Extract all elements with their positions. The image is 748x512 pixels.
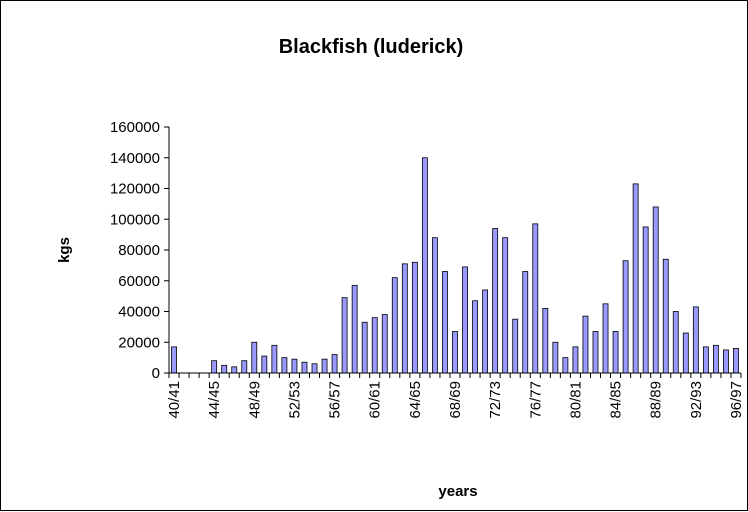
y-tick-label: 100000 — [110, 211, 160, 228]
bar-74-75 — [512, 318, 519, 374]
bar-46-47 — [231, 366, 238, 374]
x-tick-label: 40/41 — [166, 381, 183, 419]
bar-91-92 — [682, 332, 689, 374]
bar-86-87 — [632, 183, 639, 374]
y-tick-label: 40000 — [118, 304, 160, 321]
x-tick-label: 68/69 — [447, 381, 464, 419]
x-tick-label: 88/89 — [648, 381, 665, 419]
bar-77-78 — [542, 308, 549, 374]
bar-45-46 — [221, 364, 228, 374]
bar-90-91 — [672, 311, 679, 374]
bar-57-58 — [341, 297, 348, 374]
bar-49-50 — [261, 355, 268, 374]
bar-68-69 — [452, 331, 458, 374]
bar-62-63 — [391, 277, 398, 374]
bar-69-70 — [462, 266, 468, 374]
y-tick-label: 0 — [152, 365, 160, 382]
bar-47-48 — [241, 360, 248, 374]
bar-88-89 — [652, 206, 659, 374]
y-axis: 0 20000 40000 60000 80000 100000 120000 140000 1… — [110, 119, 170, 382]
bar-59-60 — [361, 321, 368, 374]
y-tick-label: 80000 — [118, 242, 160, 259]
bar-40-41 — [171, 346, 177, 374]
x-tick-label: 72/73 — [487, 381, 504, 419]
x-axis: 40/41 44/45 48/49 52/53 56/57 60/61 64/65 68/69… — [166, 372, 745, 419]
bar-64-65 — [411, 261, 418, 374]
x-tick-label: 44/45 — [206, 381, 223, 419]
x-tick-label: 96/97 — [728, 381, 745, 419]
bar-60-61 — [371, 317, 378, 374]
bar-89-90 — [662, 258, 669, 374]
bar-79-80 — [562, 357, 569, 374]
bar-78-79 — [552, 341, 559, 374]
bar-44-45 — [211, 360, 218, 374]
y-tick-label: 140000 — [110, 150, 160, 167]
x-tick-label: 48/49 — [246, 381, 263, 419]
bar-54-55 — [311, 363, 318, 374]
bar-55-56 — [321, 358, 328, 374]
bar-75-76 — [522, 271, 529, 374]
bar-94-95 — [713, 344, 719, 374]
y-tick-label: 20000 — [118, 334, 160, 351]
x-tick-label: 60/61 — [367, 381, 384, 419]
bar-72-73 — [492, 228, 499, 374]
bar-48-49 — [251, 341, 258, 374]
bar-87-88 — [642, 226, 649, 374]
x-tick-label: 84/85 — [608, 381, 625, 419]
bar-58-59 — [351, 284, 358, 374]
bar-71-72 — [482, 289, 489, 374]
x-axis-label: years — [438, 483, 477, 500]
y-tick-label: 120000 — [110, 181, 160, 198]
bars — [171, 157, 739, 374]
y-tick-label: 160000 — [110, 119, 160, 136]
bar-67-68 — [442, 271, 448, 374]
bar-93-94 — [702, 346, 709, 374]
bar-85-86 — [622, 260, 629, 374]
bar-65-66 — [421, 157, 428, 374]
bar-92-93 — [692, 306, 699, 374]
bar-82-83 — [592, 331, 599, 374]
chart-title: Blackfish (luderick) — [279, 36, 464, 58]
bar-63-64 — [401, 263, 408, 374]
bar-84-85 — [612, 331, 619, 374]
bar-52-53 — [291, 358, 298, 374]
x-tick-label: 64/65 — [407, 381, 424, 419]
y-tick-label: 60000 — [118, 273, 160, 290]
y-axis-label: kgs — [56, 237, 73, 263]
bar-96-97 — [733, 347, 739, 374]
bar-73-74 — [502, 237, 509, 374]
bar-70-71 — [472, 300, 478, 374]
x-tick-label: 92/93 — [688, 381, 705, 419]
bar-95-96 — [723, 349, 729, 374]
bar-51-52 — [281, 357, 288, 374]
bar-76-77 — [532, 223, 539, 374]
bar-81-82 — [582, 315, 589, 374]
bar-66-67 — [432, 237, 438, 374]
x-tick-label: 76/77 — [527, 381, 544, 419]
bar-56-57 — [331, 354, 338, 374]
x-tick-label: 80/81 — [567, 381, 584, 419]
bar-80-81 — [572, 346, 579, 374]
bar-83-84 — [602, 303, 609, 374]
x-tick-label: 56/57 — [327, 381, 344, 419]
bar-61-62 — [381, 314, 388, 374]
x-tick-label: 52/53 — [286, 381, 303, 419]
bar-53-54 — [301, 361, 308, 374]
bar-50-51 — [271, 344, 278, 374]
